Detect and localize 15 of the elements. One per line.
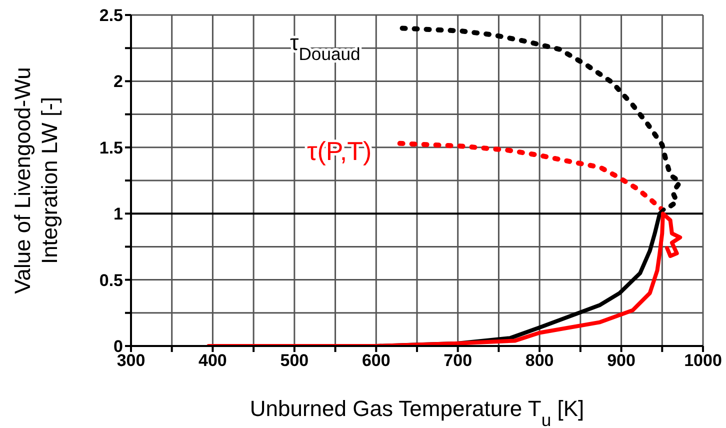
y-tick-label: 2.5: [99, 6, 123, 26]
x-tick-label: 500: [280, 351, 309, 370]
x-tick-label: 400: [198, 351, 227, 370]
y-tick-label: 1.5: [99, 138, 123, 158]
y-tick-label: 2: [114, 72, 123, 92]
x-tick-label: 900: [607, 351, 636, 370]
y-tick-label: 1: [114, 204, 123, 224]
x-tick-label: 800: [525, 351, 554, 370]
x-tick-label: 1000: [684, 351, 722, 370]
y-tick-label: 0.5: [99, 270, 123, 290]
x-tick-label: 700: [444, 351, 472, 370]
x-tick-label: 300: [116, 351, 146, 370]
x-tick-label: 600: [362, 351, 390, 370]
y-axis-title: Value of Livengood-Wu Integration LW [-]: [10, 67, 62, 294]
x-axis-title: Unburned Gas Temperature T$_{u}$ [K]: [250, 396, 584, 428]
